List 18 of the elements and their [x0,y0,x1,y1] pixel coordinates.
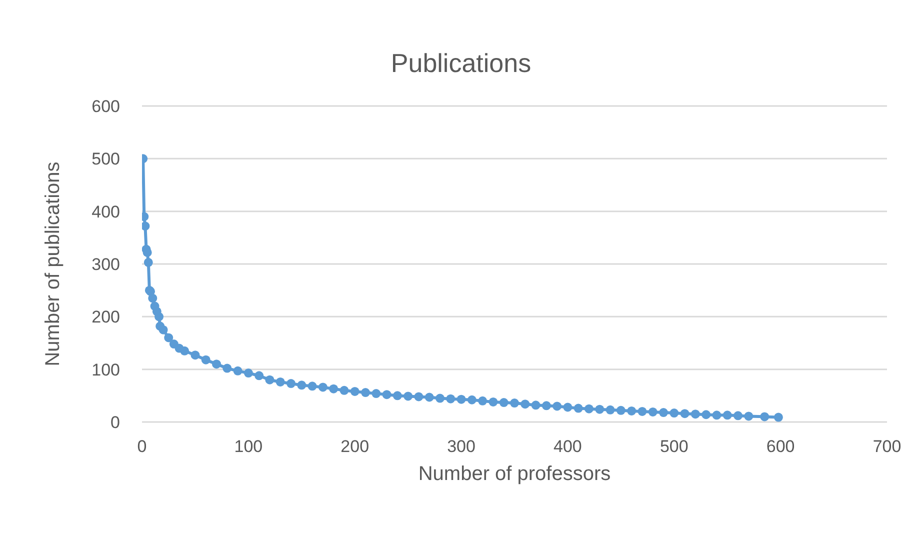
chart-title: Publications [390,48,532,79]
y-tick-label: 400 [92,202,120,222]
y-axis-title: Number of publications [42,162,64,366]
y-tick-label: 500 [92,150,120,169]
y-tick-label: 100 [92,360,120,380]
x-axis-title: Number of professors [418,463,611,485]
x-tick-label: 700 [872,437,902,456]
x-tick-label: 500 [660,437,688,456]
x-tick-label: 100 [234,437,263,456]
x-tick-label: 300 [447,437,476,456]
x-tick-label: 400 [554,437,582,456]
x-tick-label: 200 [340,437,370,456]
y-tick-label: 600 [92,97,120,116]
y-tick-label: 200 [92,308,120,327]
y-tick-label: 0 [110,413,120,432]
x-tick-label: 0 [137,437,147,456]
x-tick-label: 600 [766,437,795,456]
y-tick-label: 300 [92,255,120,274]
